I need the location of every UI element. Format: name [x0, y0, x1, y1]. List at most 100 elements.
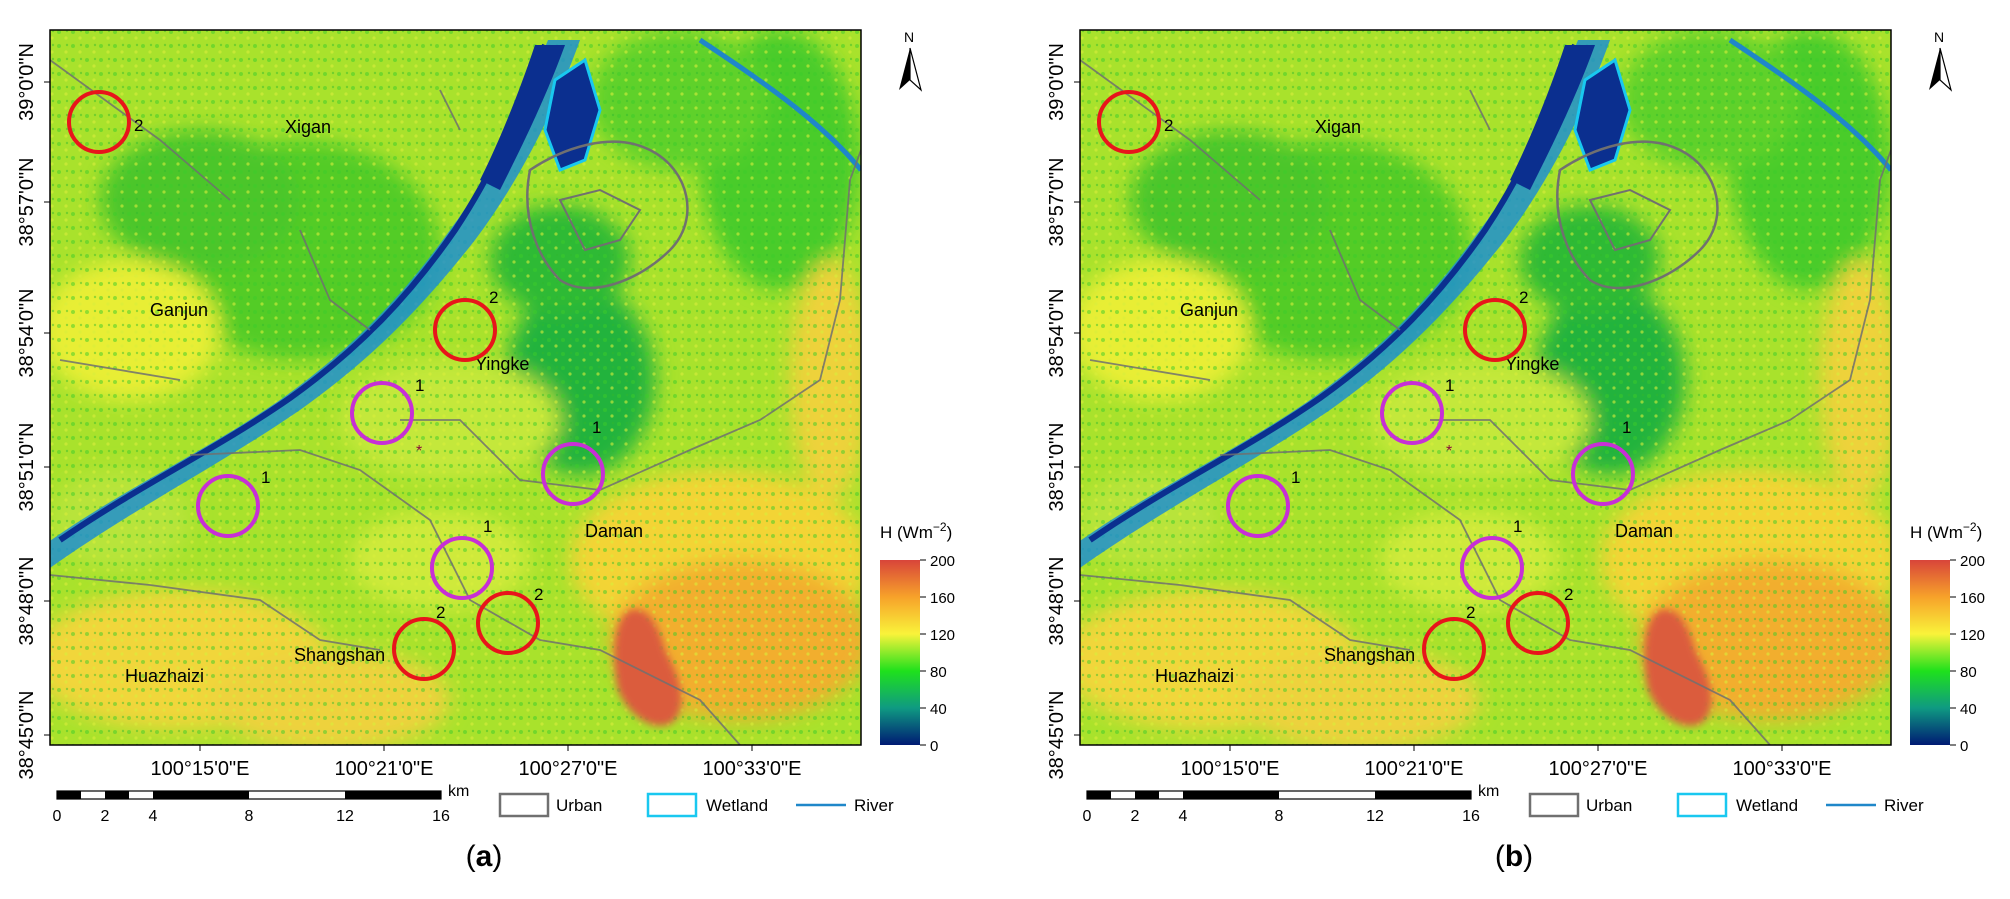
- lat-tick-label: 38°48'0"N: [1046, 557, 1068, 646]
- lat-tick-label: 38°48'0"N: [16, 557, 38, 646]
- place-label: Ganjun: [1180, 300, 1238, 320]
- colorbar-tick: 80: [1960, 664, 1977, 681]
- lon-tick-label: 100°21'0"E: [1365, 758, 1464, 780]
- colorbar-tick: 120: [930, 627, 955, 644]
- colorbar-tick: 160: [930, 590, 955, 607]
- place-label: Yingke: [1505, 354, 1559, 374]
- svg-text:2: 2: [534, 585, 543, 604]
- site-circle: 2: [1422, 603, 1486, 681]
- scale-tick: 4: [149, 808, 158, 825]
- scale-tick: 2: [101, 808, 110, 825]
- colorbar-title: H (Wm−2): [880, 520, 952, 542]
- legend-label: Urban: [1586, 796, 1632, 815]
- lat-tick-label: 39°0'0"N: [16, 43, 38, 121]
- colorbar-tick: 80: [930, 664, 947, 681]
- site-circle: 1: [430, 517, 494, 600]
- site-circle: 2: [1463, 288, 1528, 362]
- site-circle: 2: [1506, 585, 1573, 655]
- site-circle: 1: [1226, 468, 1300, 538]
- svg-text:2: 2: [1564, 585, 1573, 604]
- lat-tick-label: 38°51'0"N: [16, 423, 38, 512]
- svg-text:1: 1: [415, 376, 424, 395]
- legend-urban-swatch: [1528, 792, 1580, 818]
- station-marker-icon: *: [1446, 443, 1452, 460]
- lat-tick-label: 38°45'0"N: [16, 691, 38, 780]
- colorbar-tick: 160: [1960, 590, 1985, 607]
- north-arrow-icon: N: [899, 29, 923, 92]
- panel-label: (a): [466, 840, 503, 873]
- lon-tick-label: 100°33'0"E: [703, 758, 802, 780]
- place-label: Xigan: [285, 117, 331, 137]
- colorbar: H (Wm−2) 200 160 120 80 40 0: [1910, 520, 1985, 755]
- colorbar-title: H (Wm−2): [1910, 520, 1982, 542]
- north-label: N: [1934, 29, 1944, 45]
- station-marker-icon: *: [416, 443, 422, 460]
- scale-tick: 0: [1083, 808, 1092, 825]
- place-label: Ganjun: [150, 300, 208, 320]
- colorbar-tick: 200: [1960, 553, 1985, 570]
- scale-tick: 12: [1366, 808, 1384, 825]
- map-frame: [49, 29, 862, 746]
- site-circle: 1: [196, 468, 270, 538]
- svg-text:2: 2: [1164, 116, 1173, 135]
- site-circle: 1: [1571, 418, 1635, 506]
- scale-unit: km: [1478, 783, 1499, 800]
- legend-wetland-swatch: [1676, 792, 1728, 818]
- scale-bar: 0 2 4 8 12 16 km: [1083, 783, 1500, 825]
- colorbar-tick: 40: [1960, 701, 1977, 718]
- scale-tick: 8: [1275, 808, 1284, 825]
- sensible-heat-raster: [1080, 30, 1891, 745]
- svg-text:1: 1: [592, 418, 601, 437]
- scale-tick: 16: [432, 808, 450, 825]
- svg-text:1: 1: [1291, 468, 1300, 487]
- scale-bar: 0 2 4 8 12 16 km: [53, 783, 470, 825]
- sampling-sites: 2 2 1 1 1 1 2 2: [67, 90, 605, 681]
- legend-label: Wetland: [1736, 796, 1798, 815]
- lon-tick-label: 100°21'0"E: [335, 758, 434, 780]
- legend-label: Wetland: [706, 796, 768, 815]
- place-label: Shangshan: [294, 645, 385, 665]
- longitude-ticks: 100°15'0"E 100°21'0"E 100°27'0"E 100°33'…: [1181, 745, 1832, 780]
- legend-label: Urban: [556, 796, 602, 815]
- place-label: Huazhaizi: [125, 666, 204, 686]
- panel-label: (b): [1495, 840, 1533, 873]
- svg-text:1: 1: [1445, 376, 1454, 395]
- legend-label: River: [854, 796, 894, 815]
- svg-text:1: 1: [1622, 418, 1631, 437]
- lat-tick-label: 38°57'0"N: [16, 158, 38, 247]
- north-label: N: [904, 29, 914, 45]
- colorbar-ramp: [880, 560, 920, 745]
- lon-tick-label: 100°15'0"E: [1181, 758, 1280, 780]
- lon-tick-label: 100°27'0"E: [519, 758, 618, 780]
- lat-tick-label: 38°51'0"N: [1046, 423, 1068, 512]
- sensible-heat-raster: [50, 30, 861, 745]
- colorbar-tick: 0: [930, 738, 938, 755]
- latitude-ticks: 39°0'0"N 38°57'0"N 38°54'0"N 38°51'0"N 3…: [1046, 43, 1080, 779]
- longitude-ticks: 100°15'0"E 100°21'0"E 100°27'0"E 100°33'…: [151, 745, 802, 780]
- scale-tick: 16: [1462, 808, 1480, 825]
- lat-tick-label: 39°0'0"N: [1046, 43, 1068, 121]
- lat-tick-label: 38°54'0"N: [16, 289, 38, 378]
- svg-text:1: 1: [483, 517, 492, 536]
- place-label: Huazhaizi: [1155, 666, 1234, 686]
- site-circle: 2: [1097, 90, 1173, 154]
- legend-urban-swatch: [498, 792, 550, 818]
- place-label: Yingke: [475, 354, 529, 374]
- legend: Urban Wetland River: [498, 792, 894, 818]
- svg-text:1: 1: [261, 468, 270, 487]
- colorbar: H (Wm−2) 200 160 120 80 40 0: [880, 520, 955, 755]
- site-circle: 1: [541, 418, 605, 506]
- svg-text:2: 2: [134, 116, 143, 135]
- latitude-ticks: 39°0'0"N 38°57'0"N 38°54'0"N 38°51'0"N 3…: [16, 43, 50, 779]
- svg-text:1: 1: [1513, 517, 1522, 536]
- site-circle: 1: [1380, 376, 1454, 445]
- site-circle: 1: [1460, 517, 1524, 600]
- site-circle: 2: [67, 90, 143, 154]
- lon-tick-label: 100°33'0"E: [1733, 758, 1832, 780]
- site-circle: 2: [392, 603, 456, 681]
- scale-unit: km: [448, 783, 469, 800]
- site-circle: 1: [350, 376, 424, 445]
- colorbar-tick: 200: [930, 553, 955, 570]
- place-label: Daman: [585, 521, 643, 541]
- svg-text:2: 2: [436, 603, 445, 622]
